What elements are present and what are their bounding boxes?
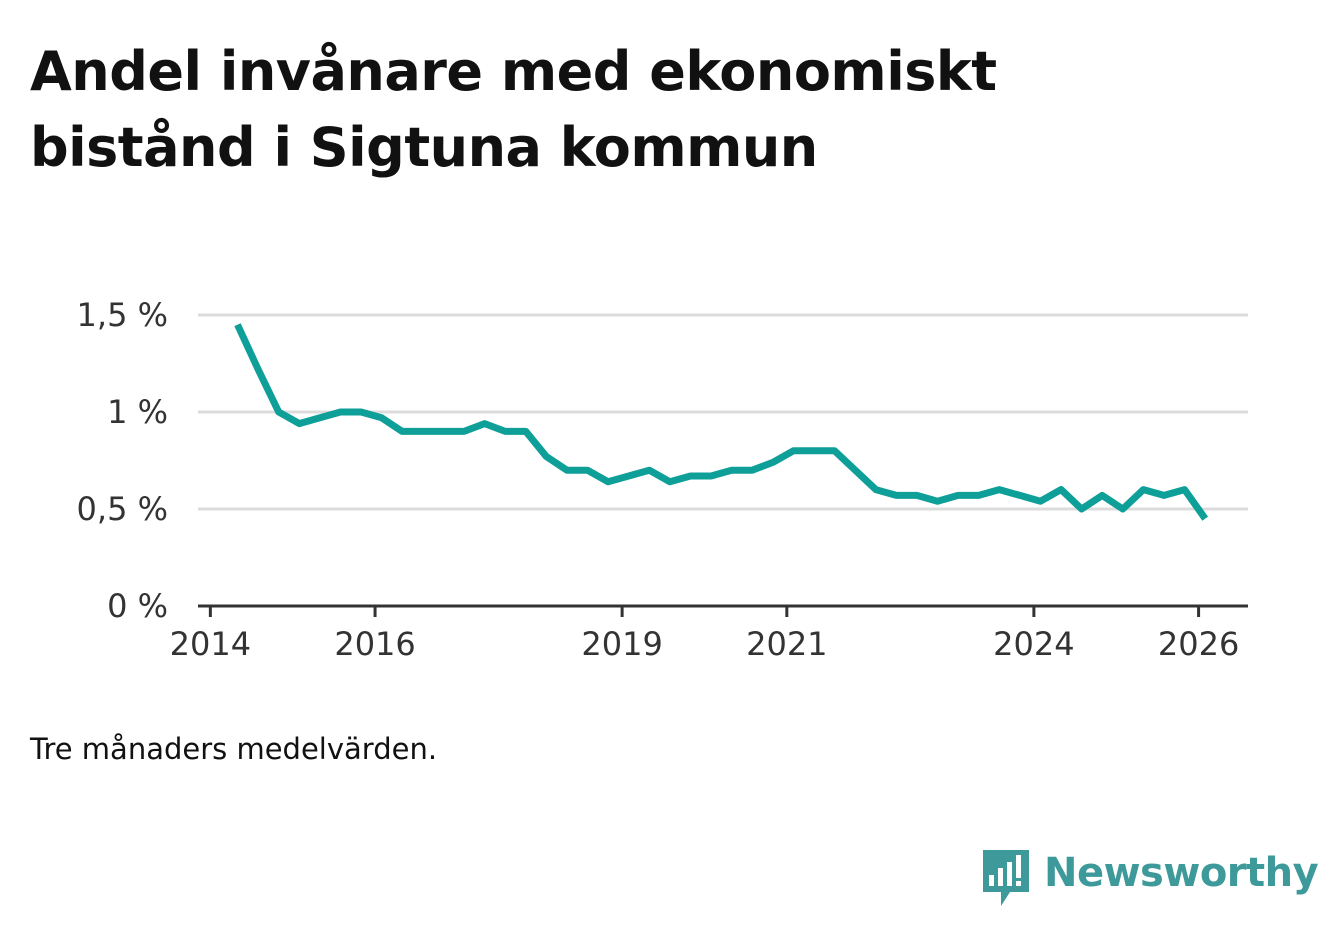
x-tick-label: 2014 bbox=[170, 625, 251, 663]
chart-title: Andel invånare med ekonomiskt bistånd i … bbox=[30, 34, 1230, 186]
chart-title-line-2: bistånd i Sigtuna kommun bbox=[30, 116, 818, 179]
series-group bbox=[234, 323, 1209, 521]
x-tick-label: 2016 bbox=[334, 625, 415, 663]
y-tick-label: 0,5 % bbox=[77, 490, 168, 528]
brand-name: Newsworthy bbox=[1044, 850, 1319, 896]
line-chart: 0 % 0,5 % 1 % 1,5 % 2014 2016 2019 2021 2024 202… bbox=[77, 296, 1248, 663]
x-tick-label: 2019 bbox=[581, 625, 662, 663]
y-tick-label: 1,5 % bbox=[77, 296, 168, 334]
newsworthy-logo-icon bbox=[983, 850, 1029, 906]
y-tick-label: 0 % bbox=[107, 587, 168, 625]
y-axis-ticks: 0 % 0,5 % 1 % 1,5 % bbox=[77, 296, 168, 625]
series-line-0 bbox=[234, 323, 1209, 521]
x-tick-label: 2026 bbox=[1158, 625, 1239, 663]
brand-logo[interactable]: Newsworthy bbox=[980, 848, 1319, 912]
x-tick-label: 2021 bbox=[746, 625, 827, 663]
chart-title-line-1: Andel invånare med ekonomiskt bbox=[30, 40, 997, 103]
y-tick-label: 1 % bbox=[107, 393, 168, 431]
chart-note: Tre månaders medelvärden. bbox=[30, 732, 438, 766]
x-axis: 2014 2016 2019 2021 2024 2026 bbox=[170, 604, 1248, 663]
x-tick-label: 2024 bbox=[993, 625, 1074, 663]
